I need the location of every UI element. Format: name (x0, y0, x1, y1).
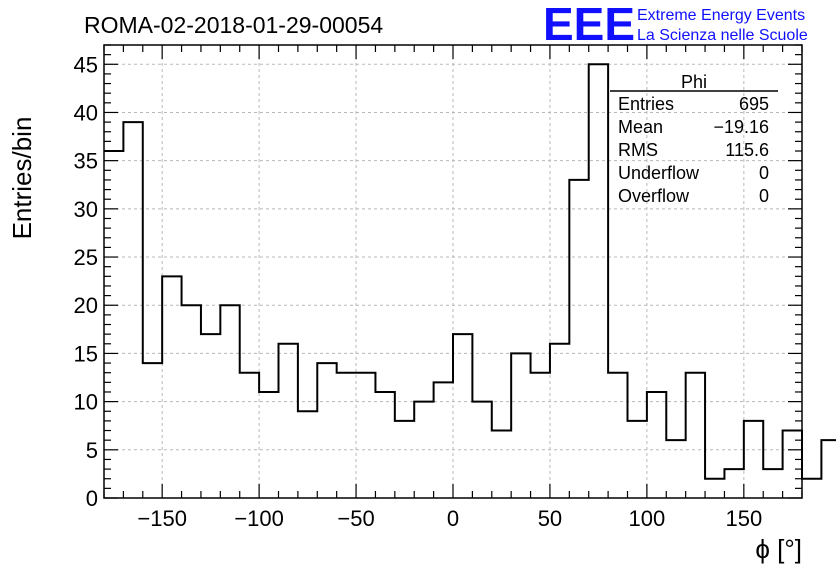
x-tick-label: 0 (447, 506, 459, 531)
eee-logo-mark: EEE (543, 0, 635, 50)
x-tick-label: 150 (725, 506, 762, 531)
stats-box-title: Phi (681, 72, 707, 92)
y-tick-label: 40 (74, 100, 98, 125)
stats-row-value: 0 (759, 186, 769, 206)
y-tick-label: 35 (74, 149, 98, 174)
y-tick-label: 15 (74, 341, 98, 366)
eee-logo-line2: La Scienza nelle Scuole (637, 27, 808, 44)
y-tick-label: 10 (74, 390, 98, 415)
eee-logo: EEE Extreme Energy Events La Scienza nel… (543, 0, 808, 50)
stats-row-label: Entries (618, 94, 674, 114)
y-tick-label: 20 (74, 293, 98, 318)
x-tick-label: −150 (137, 506, 187, 531)
y-tick-label: 25 (74, 245, 98, 270)
x-tick-label: 50 (538, 506, 562, 531)
grid-lines (104, 45, 802, 498)
stats-row-value: 115.6 (725, 140, 769, 160)
histogram-step-line (104, 63, 836, 480)
axis-ticks (103, 44, 803, 499)
stats-box: Phi Entries 695 Mean −19.16 RMS 115.6 Underflo… (610, 72, 778, 206)
y-tick-label: 30 (74, 197, 98, 222)
stats-row-value: 0 (759, 163, 769, 183)
y-tick-label: 0 (86, 486, 98, 511)
stats-row-label: RMS (618, 140, 658, 160)
stats-row-value: 695 (739, 94, 769, 114)
tick-labels: −150 −100 −50 0 50 100 150 0 5 10 15 20 25 30 35 40 45 (74, 52, 763, 531)
stats-row-label: Overflow (618, 186, 690, 206)
stats-rows: Entries 695 Mean −19.16 RMS 115.6 Underflow 0 Ov… (618, 94, 769, 206)
y-tick-label: 5 (86, 438, 98, 463)
run-title: ROMA-02-2018-01-29-00054 (84, 12, 383, 38)
x-axis-title: ϕ [°] (755, 534, 802, 564)
x-tick-label: −50 (337, 506, 374, 531)
y-tick-label: 45 (74, 52, 98, 77)
eee-logo-line1: Extreme Energy Events (637, 7, 805, 24)
x-tick-label: 100 (629, 506, 666, 531)
y-axis-title: Entries/bin (7, 117, 37, 240)
stats-row-label: Underflow (618, 163, 700, 183)
stats-row-value: −19.16 (713, 117, 769, 137)
stats-row-label: Mean (618, 117, 663, 137)
x-tick-label: −100 (234, 506, 284, 531)
